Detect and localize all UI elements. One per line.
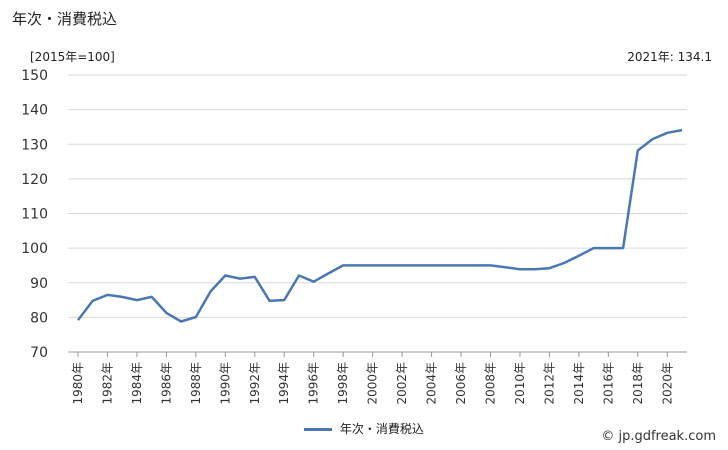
x-tick-label: 2020年 [660, 362, 674, 405]
y-tick-label: 90 [30, 276, 48, 292]
x-tick-label: 2012年 [542, 362, 556, 405]
legend-label: 年次・消費税込 [339, 422, 424, 436]
y-tick-label: 80 [30, 310, 48, 326]
x-tick-label: 1984年 [130, 362, 144, 405]
y-tick-label: 120 [21, 172, 48, 188]
x-tick-label: 1982年 [100, 362, 114, 405]
x-tick-label: 1998年 [336, 362, 350, 405]
x-tick-label: 2004年 [425, 362, 439, 405]
chart-title: 年次・消費税込 [12, 10, 118, 28]
credit-text: © jp.gdfreak.com [601, 429, 716, 444]
x-tick-label: 1988年 [189, 362, 203, 405]
y-axis-ticks: 70 80 90 100 110 120 130 140 150 [21, 68, 48, 361]
y-tick-label: 150 [21, 68, 48, 84]
x-tick-label: 2016年 [601, 362, 615, 405]
unit-label: [2015年=100] [30, 50, 115, 64]
x-tick-label: 2006年 [454, 362, 468, 405]
y-tick-label: 140 [21, 103, 48, 119]
series-line [77, 128, 683, 323]
x-tick-label: 2000年 [366, 362, 380, 405]
y-tick-label: 130 [21, 137, 48, 153]
x-tick-label: 2008年 [483, 362, 497, 405]
x-tick-label: 2002年 [395, 362, 409, 405]
x-tick-label: 1990年 [218, 362, 232, 405]
x-tick-label: 1994年 [277, 362, 291, 405]
y-tick-label: 100 [21, 241, 48, 257]
gridlines [68, 74, 687, 318]
x-tick-label: 2014年 [572, 362, 586, 405]
legend-swatch [304, 428, 333, 431]
x-axis-ticks: 1980年 1982年 1984年 1986年 1988年 1990年 1992年 1994年… [71, 352, 674, 405]
y-tick-label: 110 [21, 207, 48, 223]
legend: 年次・消費税込 [0, 420, 728, 437]
series-layer [77, 128, 683, 323]
x-tick-label: 1980年 [71, 362, 85, 405]
x-tick-label: 1992年 [248, 362, 262, 405]
x-tick-label: 2010年 [513, 362, 527, 405]
x-tick-label: 1986年 [159, 362, 173, 405]
x-tick-label: 1996年 [307, 362, 321, 405]
y-tick-label: 70 [30, 345, 48, 361]
x-tick-label: 2018年 [631, 362, 645, 405]
latest-value-label: 2021年: 134.1 [627, 50, 712, 64]
